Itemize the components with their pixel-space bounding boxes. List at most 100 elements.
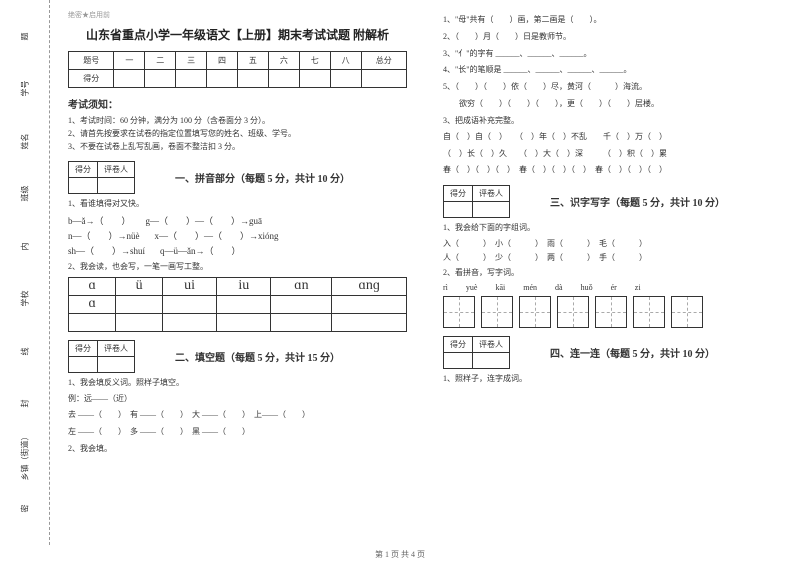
score-cell[interactable] bbox=[98, 356, 135, 372]
score-label: 评卷人 bbox=[98, 161, 135, 177]
gutter-item: 班级 bbox=[19, 186, 30, 202]
question-text: 1、我会填反义词。照样子填空。 bbox=[68, 377, 407, 389]
left-column: 绝密★启用前 山东省重点小学一年级语文【上册】期末考试试题 附解析 题号 一 二… bbox=[50, 0, 425, 545]
table-cell[interactable] bbox=[361, 70, 406, 88]
char-box[interactable] bbox=[481, 296, 513, 328]
score-cell[interactable] bbox=[473, 353, 510, 369]
notice-item: 2、请首先按要求在试卷的指定位置填写您的姓名、班级、学号。 bbox=[68, 128, 407, 139]
score-box: 得分评卷人 bbox=[443, 336, 510, 369]
stroke-cell[interactable] bbox=[271, 313, 332, 331]
question-text: 2、我会读，也会写，一笔一画写工整。 bbox=[68, 261, 407, 273]
pinyin-item: b—ǎ→（ ） bbox=[68, 214, 131, 227]
stroke-cell[interactable] bbox=[162, 295, 216, 313]
score-box: 得分评卷人 bbox=[68, 340, 135, 373]
table-cell[interactable] bbox=[207, 70, 238, 88]
pinyin-label: ér bbox=[611, 283, 617, 292]
stroke-cell: ui bbox=[162, 277, 216, 295]
score-cell[interactable] bbox=[444, 353, 473, 369]
table-row bbox=[69, 313, 407, 331]
score-label: 评卷人 bbox=[473, 337, 510, 353]
gutter-item: 题 bbox=[19, 32, 30, 40]
gutter-item: 密 bbox=[19, 505, 30, 513]
pinyin-label: zi bbox=[635, 283, 641, 292]
stroke-cell[interactable] bbox=[116, 313, 163, 331]
pinyin-row: b—ǎ→（ ） g—（ ）—（ ）→guā bbox=[68, 214, 407, 227]
notice-item: 3、不要在试卷上乱写乱画，卷面不整洁扣 3 分。 bbox=[68, 141, 407, 152]
pinyin-row: sh—（ ）→shuí q—ü—ǎn→（ ） bbox=[68, 244, 407, 257]
table-cell[interactable] bbox=[268, 70, 299, 88]
question-text: 3、把成语补充完整。 bbox=[443, 115, 782, 127]
idiom-row: （ ）长（ ）久 （ ）大（ ）深 （ ）积（ ）累 bbox=[443, 148, 782, 161]
question-text: 1、我会给下面的字组词。 bbox=[443, 222, 782, 234]
stroke-cell[interactable] bbox=[332, 295, 407, 313]
stroke-cell: ü bbox=[116, 277, 163, 295]
char-box[interactable] bbox=[671, 296, 703, 328]
score-cell[interactable] bbox=[444, 202, 473, 218]
char-box[interactable] bbox=[557, 296, 589, 328]
pinyin-label: kāi bbox=[495, 283, 505, 292]
stroke-cell[interactable] bbox=[271, 295, 332, 313]
table-cell[interactable] bbox=[330, 70, 361, 88]
pinyin-item: sh—（ ）→shuí bbox=[68, 244, 145, 257]
char-box[interactable] bbox=[519, 296, 551, 328]
section-1-head: 得分评卷人 一、拼音部分（每题 5 分，共计 10 分） bbox=[68, 161, 407, 194]
score-cell[interactable] bbox=[69, 177, 98, 193]
gutter-item: 封 bbox=[19, 400, 30, 408]
table-row: 题号 一 二 三 四 五 六 七 八 总分 bbox=[69, 52, 407, 70]
score-summary-table: 题号 一 二 三 四 五 六 七 八 总分 得分 bbox=[68, 51, 407, 88]
page-footer: 第 1 页 共 4 页 bbox=[0, 545, 800, 564]
score-label: 评卷人 bbox=[98, 340, 135, 356]
section-2-title: 二、填空题（每题 5 分，共计 15 分） bbox=[175, 349, 340, 364]
example-text: 例：远——（近） bbox=[68, 393, 407, 406]
table-cell[interactable] bbox=[176, 70, 207, 88]
stroke-cell[interactable] bbox=[217, 295, 271, 313]
stroke-cell[interactable] bbox=[116, 295, 163, 313]
score-cell[interactable] bbox=[69, 356, 98, 372]
table-header: 五 bbox=[237, 52, 268, 70]
table-header: 二 bbox=[145, 52, 176, 70]
table-row: ɑ bbox=[69, 295, 407, 313]
word-row: 入（ ） 小（ ） 雨（ ） 毛（ ） bbox=[443, 238, 782, 249]
pinyin-label: dà bbox=[555, 283, 563, 292]
stroke-cell[interactable] bbox=[162, 313, 216, 331]
table-cell: 得分 bbox=[69, 70, 114, 88]
confidential-label: 绝密★启用前 bbox=[68, 10, 407, 20]
table-row: 得分 bbox=[69, 70, 407, 88]
table-row: ɑ ü ui iu ɑn ɑnɡ bbox=[69, 277, 407, 295]
exam-page: 题 学号 姓名 班级 内 学校 线 封 乡镇（街道） 密 绝密★启用前 山东省重… bbox=[0, 0, 800, 545]
score-box: 得分评卷人 bbox=[443, 185, 510, 218]
score-cell[interactable] bbox=[473, 202, 510, 218]
gutter-item: 学校 bbox=[19, 291, 30, 307]
table-cell[interactable] bbox=[299, 70, 330, 88]
stroke-cell[interactable]: ɑ bbox=[69, 295, 116, 313]
stroke-cell[interactable] bbox=[217, 313, 271, 331]
table-cell[interactable] bbox=[237, 70, 268, 88]
table-cell[interactable] bbox=[114, 70, 145, 88]
notice-item: 1、考试时间：60 分钟，满分为 100 分（含卷面分 3 分）。 bbox=[68, 115, 407, 126]
table-header: 三 bbox=[176, 52, 207, 70]
pinyin-item: g—（ ）—（ ）→guā bbox=[146, 214, 263, 227]
section-4-title: 四、连一连（每题 5 分，共计 10 分） bbox=[550, 345, 715, 360]
gutter-item: 乡镇（街道） bbox=[19, 432, 30, 480]
stroke-cell[interactable] bbox=[69, 313, 116, 331]
char-box[interactable] bbox=[633, 296, 665, 328]
fill-item: 2、（ ）月（ ）日是教师节。 bbox=[443, 31, 782, 44]
idiom-row: 自（ ）自（ ） （ ）年（ ）不乱 千（ ）万（ ） bbox=[443, 131, 782, 144]
pinyin-label: mén bbox=[523, 283, 537, 292]
char-box[interactable] bbox=[443, 296, 475, 328]
pinyin-item: x—（ ）—（ ）→xióng bbox=[155, 229, 279, 242]
table-cell[interactable] bbox=[145, 70, 176, 88]
char-box[interactable] bbox=[595, 296, 627, 328]
idiom-row: 春（ ）（ ）（ ） 春（ ）（ ）（ ） 春（ ）（ ）（ ） bbox=[443, 164, 782, 177]
score-label: 评卷人 bbox=[473, 186, 510, 202]
score-cell[interactable] bbox=[98, 177, 135, 193]
stroke-cell[interactable] bbox=[332, 313, 407, 331]
stroke-cell: ɑnɡ bbox=[332, 277, 407, 295]
pinyin-item: q—ü—ǎn→（ ） bbox=[160, 244, 241, 257]
table-header: 四 bbox=[207, 52, 238, 70]
pinyin-label: huǒ bbox=[581, 283, 593, 292]
stroke-table: ɑ ü ui iu ɑn ɑnɡ ɑ bbox=[68, 277, 407, 332]
pinyin-label: rì bbox=[443, 283, 448, 292]
gutter-item: 姓名 bbox=[19, 133, 30, 149]
fill-item: 3、"亻"的字有 ______、______、______。 bbox=[443, 48, 782, 61]
